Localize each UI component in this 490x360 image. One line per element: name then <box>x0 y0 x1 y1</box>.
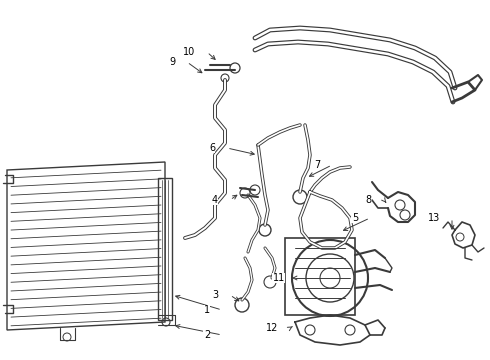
Text: 2: 2 <box>204 330 210 340</box>
Text: 11: 11 <box>273 273 285 283</box>
Text: 9: 9 <box>169 57 175 67</box>
Text: 8: 8 <box>366 195 372 205</box>
Text: 1: 1 <box>204 305 210 315</box>
Text: 12: 12 <box>266 323 278 333</box>
Text: 4: 4 <box>212 195 218 205</box>
Text: 7: 7 <box>314 160 320 170</box>
Text: 3: 3 <box>212 290 218 300</box>
Text: 10: 10 <box>183 47 195 57</box>
Text: 13: 13 <box>428 213 440 223</box>
Text: 6: 6 <box>209 143 215 153</box>
Text: 5: 5 <box>352 213 358 223</box>
